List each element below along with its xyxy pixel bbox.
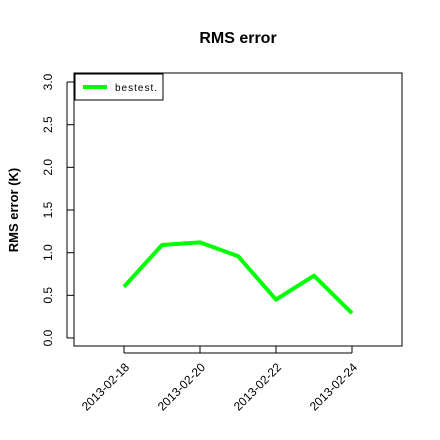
y-tick-label: 3.0: [41, 73, 55, 90]
legend-label: bestest.: [115, 83, 158, 94]
y-tick-label: 2.0: [41, 159, 55, 176]
y-tick-label: 0.5: [41, 287, 55, 304]
legend: bestest.: [74, 73, 164, 101]
y-tick-label: 0.0: [41, 329, 55, 346]
x-tick-label: 2013-02-20: [155, 360, 209, 414]
y-tick-label: 2.5: [41, 116, 55, 133]
chart-title: RMS error: [199, 30, 276, 47]
x-tick-label: 2013-02-24: [307, 360, 361, 414]
data-line: [122, 240, 354, 315]
y-axis-label: RMS error (K): [6, 168, 21, 253]
plot-box: [73, 72, 403, 347]
x-tick-label: 2013-02-18: [79, 360, 133, 414]
y-tick-label: 1.0: [41, 244, 55, 261]
y-tick-label: 1.5: [41, 201, 55, 218]
x-tick-label: 2013-02-22: [231, 360, 285, 414]
